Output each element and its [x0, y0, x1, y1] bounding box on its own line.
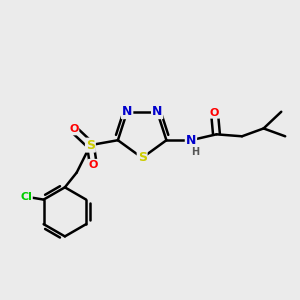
Text: H: H	[191, 147, 199, 157]
Text: O: O	[89, 160, 98, 170]
Text: O: O	[210, 108, 219, 118]
Text: S: S	[138, 152, 147, 164]
Text: Cl: Cl	[20, 192, 32, 202]
Text: O: O	[69, 124, 78, 134]
Text: N: N	[186, 134, 196, 147]
Text: N: N	[152, 105, 162, 118]
Text: N: N	[122, 105, 132, 118]
Text: S: S	[86, 139, 95, 152]
